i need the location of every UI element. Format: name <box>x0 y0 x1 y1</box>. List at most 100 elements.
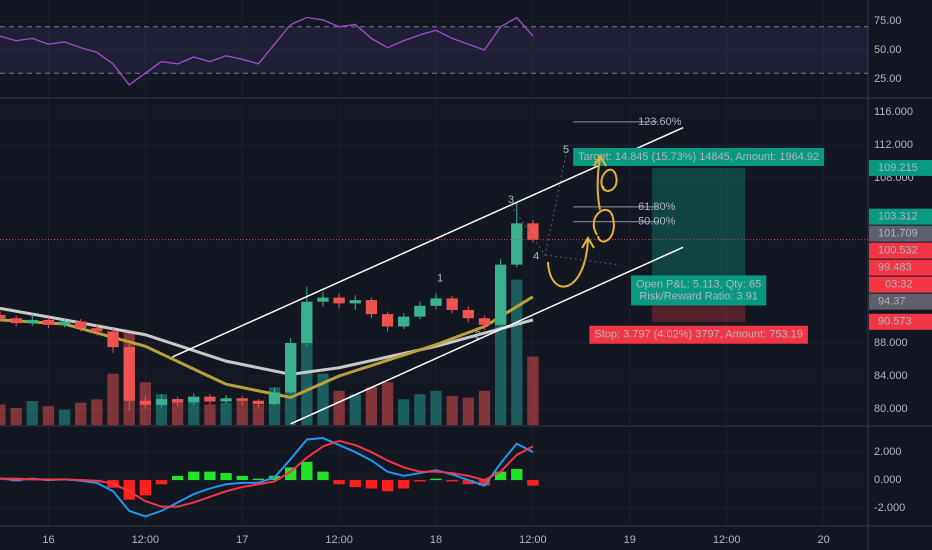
candle-body <box>171 399 184 403</box>
candle-body <box>107 331 119 348</box>
target-zone <box>652 167 746 291</box>
candle-body <box>462 309 474 319</box>
volume-bar <box>75 402 87 425</box>
candle-body <box>188 396 200 403</box>
volume-bar <box>204 404 216 425</box>
candle-body <box>446 298 458 310</box>
countdown: 03:32 <box>885 279 913 291</box>
rsi-band <box>0 26 868 74</box>
volume-bar <box>333 390 345 425</box>
macd-histogram <box>430 478 442 481</box>
wave-label: 1 <box>437 273 443 285</box>
volume-bar <box>220 402 232 425</box>
moving-average <box>0 295 534 400</box>
candle-body <box>42 319 55 325</box>
volume-bar <box>236 399 248 425</box>
candle-body <box>511 223 523 265</box>
macd-histogram <box>527 480 539 486</box>
x-tick-label: 12:00 <box>519 534 547 546</box>
y-tick-label: 0.000 <box>874 474 902 486</box>
volume-bar <box>381 382 394 425</box>
x-tick-label: 20 <box>817 534 829 546</box>
hand-drawn-arrows <box>547 154 618 288</box>
arrow <box>547 239 589 288</box>
volume-bar <box>462 397 474 425</box>
wave-label: 5 <box>563 144 569 156</box>
volume-bar <box>446 395 458 425</box>
candle-body <box>301 301 313 343</box>
y-tick-label: -2.000 <box>874 502 905 514</box>
arrow-head <box>593 154 607 167</box>
y-tick-label: 88.000 <box>874 337 908 349</box>
label-text: Stop: 3.797 (4.02%) 3797, Amount: 753.19 <box>594 329 803 341</box>
volume-bar <box>398 399 410 425</box>
label-text: Open P&L: 5.113, Qty: 65 <box>636 278 761 290</box>
candle-body <box>204 396 216 402</box>
y-tick-label: 75.00 <box>874 15 902 27</box>
arrow-head <box>581 236 595 249</box>
price-label-box <box>869 293 932 310</box>
price-label: 103.312 <box>878 211 918 223</box>
volume-bar <box>349 394 361 425</box>
macd-histogram <box>188 471 200 481</box>
macd-histogram <box>478 480 491 486</box>
y-tick-label: 112.000 <box>874 139 913 151</box>
volume-bar <box>188 397 200 425</box>
y-tick-label: 2.000 <box>874 446 902 458</box>
volume-bar <box>26 401 38 425</box>
macd-histogram <box>349 480 361 488</box>
fib-label: 50.00% <box>638 216 676 228</box>
candle-body <box>317 297 329 302</box>
macd-histogram <box>204 471 216 481</box>
macd-histogram <box>285 467 297 481</box>
macd-histogram <box>511 468 523 481</box>
price-label: 100.532 <box>878 245 918 257</box>
candle-body <box>236 398 248 401</box>
candle-body <box>123 347 135 401</box>
channel-line <box>290 246 684 425</box>
volume-bar <box>58 409 71 425</box>
candle-body <box>478 318 491 325</box>
x-tick-label: 17 <box>236 534 248 546</box>
candle-body <box>333 297 345 304</box>
volume-bar <box>478 390 491 425</box>
wave-label: 4 <box>533 250 539 262</box>
volume-bar <box>430 390 442 425</box>
volume-bar <box>268 387 281 425</box>
price-label: 101.709 <box>878 228 918 240</box>
wave-label: 2 <box>475 329 481 341</box>
volume-bar <box>414 394 426 425</box>
fib-label: 123.60% <box>638 116 682 128</box>
volume-bar <box>365 387 378 425</box>
candle-body <box>365 300 378 315</box>
y-tick-label: 116.000 <box>874 106 913 118</box>
macd-histogram <box>398 480 410 489</box>
volume-bar <box>155 394 168 425</box>
arrow <box>596 157 601 211</box>
macd-histogram <box>301 461 313 481</box>
projection-lines <box>510 149 621 266</box>
macd-histogram <box>236 475 248 481</box>
volume-bar <box>0 404 6 425</box>
candle-body <box>398 316 410 327</box>
x-tick-label: 18 <box>430 534 442 546</box>
volume-bar <box>511 279 523 425</box>
macd-histogram <box>317 471 329 481</box>
price-label-box <box>869 313 932 330</box>
wave-label: 3 <box>508 194 514 206</box>
price-label-box <box>869 259 932 276</box>
volume-bar <box>494 301 507 425</box>
candle-body <box>139 400 151 405</box>
position-label: Target: 14.845 (15.73%) 14845, Amount: 1… <box>573 147 825 166</box>
price-label: 94.37 <box>878 296 906 308</box>
y-tick-label: 84.000 <box>874 370 908 382</box>
candle-body <box>381 314 394 327</box>
price-label-box <box>869 242 932 259</box>
price-label-box <box>869 208 932 225</box>
volume-bar <box>252 404 265 425</box>
volume-bar <box>42 406 55 425</box>
fib-label: 61.80% <box>638 201 676 213</box>
macd-histogram <box>333 480 345 485</box>
price-label: 99.483 <box>878 262 912 274</box>
